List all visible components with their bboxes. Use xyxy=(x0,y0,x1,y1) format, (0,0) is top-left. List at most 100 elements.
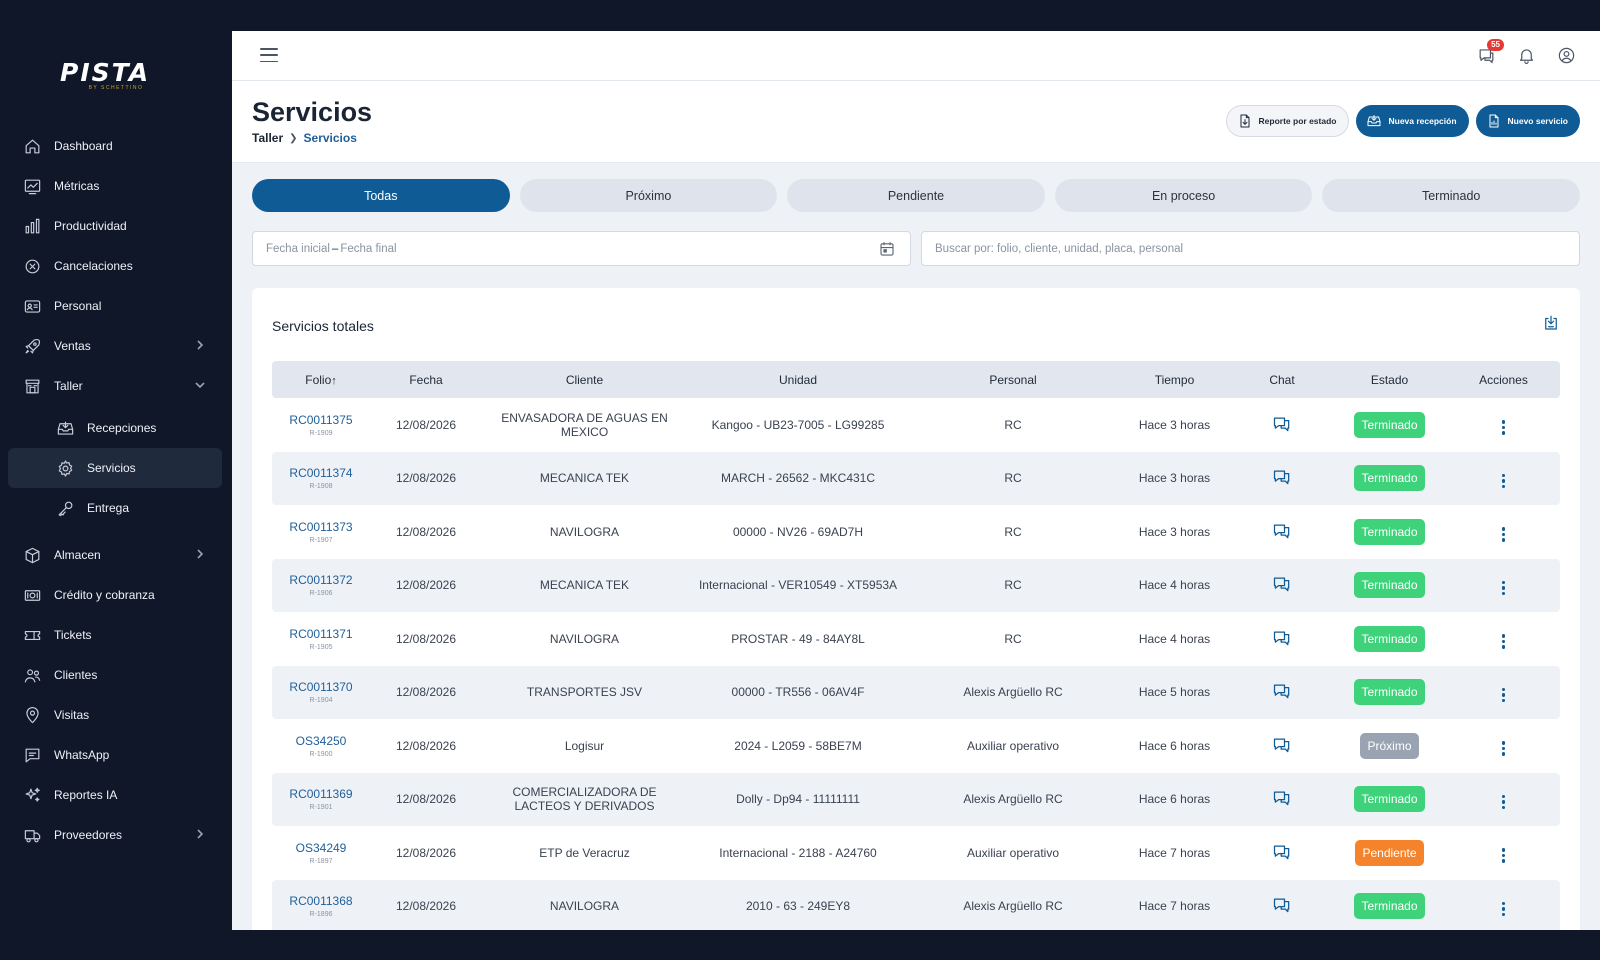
more-actions-icon[interactable] xyxy=(1496,472,1512,491)
column-header-label: Estado xyxy=(1370,372,1409,387)
sidebar-item-cancelaciones[interactable]: Cancelaciones xyxy=(8,246,222,286)
sidebar-item-productividad[interactable]: Productividad xyxy=(8,206,222,246)
chat-icon[interactable] xyxy=(1271,466,1293,488)
folio-cell: RC0011371 R-1905 xyxy=(272,627,370,651)
personal-cell: Alexis Argüello RC xyxy=(963,899,1063,914)
chat-icon[interactable] xyxy=(1271,841,1293,863)
download-icon[interactable] xyxy=(1542,314,1562,334)
sidebar-item-whatsapp[interactable]: WhatsApp xyxy=(8,735,222,775)
sidebar-nav: Dashboard Métricas Productividad Cancelacio… xyxy=(8,126,222,855)
folio-link[interactable]: RC0011372 xyxy=(289,573,353,588)
folio-link[interactable]: RC0011374 xyxy=(289,466,353,481)
more-actions-icon[interactable] xyxy=(1496,686,1512,705)
tab-terminado[interactable]: Terminado xyxy=(1322,179,1580,212)
folio-link[interactable]: OS34249 xyxy=(295,840,347,855)
status-badge: Terminado xyxy=(1354,465,1425,492)
column-header-folio[interactable]: Folio↑ xyxy=(272,373,370,387)
folio-link[interactable]: RC0011371 xyxy=(289,626,353,641)
chat-cell xyxy=(1232,734,1332,758)
folio-link[interactable]: RC0011375 xyxy=(289,412,353,427)
folio-link[interactable]: RC0011369 xyxy=(289,787,353,802)
unidad-cell: 00000 - TR556 - 06AV4F xyxy=(731,685,865,700)
status-cell: Pendiente xyxy=(1332,839,1447,866)
main-panel: 55 Servicios Taller ❯ Servicios Reporte … xyxy=(232,31,1600,930)
table-row: RC0011373 R-1907 12/08/2026 NAVILOGRA 00000 … xyxy=(272,505,1560,559)
sidebar-item-recepciones[interactable]: Recepciones xyxy=(8,408,222,448)
tab-en-proceso[interactable]: En proceso xyxy=(1054,179,1313,212)
chat-icon[interactable] xyxy=(1271,573,1293,595)
sidebar-item-metricas[interactable]: Métricas xyxy=(8,166,222,206)
user-circle-icon[interactable] xyxy=(1554,43,1578,67)
chat-icon[interactable] xyxy=(1271,894,1293,916)
inbox-download-icon xyxy=(1367,115,1381,127)
more-actions-icon[interactable] xyxy=(1496,632,1512,651)
breadcrumb-taller[interactable]: Taller xyxy=(252,131,284,145)
date-range-field[interactable]: Fecha inicial – Fecha final xyxy=(252,231,911,266)
sidebar-item-tickets[interactable]: Tickets xyxy=(8,615,222,655)
cliente-cell: ENVASADORA DE AGUAS EN MEXICO xyxy=(501,410,668,439)
sidebar-item-entrega[interactable]: Entrega xyxy=(8,488,222,528)
new-reception-button[interactable]: Nueva recepción xyxy=(1356,105,1469,137)
more-actions-icon[interactable] xyxy=(1496,793,1512,812)
more-actions-icon[interactable] xyxy=(1496,739,1512,758)
chat-icon[interactable] xyxy=(1271,627,1293,649)
tab-pendiente[interactable]: Pendiente xyxy=(787,179,1045,212)
folio-link[interactable]: RC0011373 xyxy=(289,519,353,534)
menu-toggle-icon[interactable] xyxy=(260,48,278,62)
chat-icon[interactable] xyxy=(1271,734,1293,756)
folio-reference: R-1904 xyxy=(309,697,333,705)
breadcrumb: Taller ❯ Servicios xyxy=(252,131,357,145)
sidebar-item-servicios[interactable]: Servicios xyxy=(8,448,222,488)
unidad-cell: 2024 - L2059 - 58BE7M xyxy=(734,738,862,753)
sidebar-item-dashboard[interactable]: Dashboard xyxy=(8,126,222,166)
sidebar-item-taller[interactable]: Taller xyxy=(8,366,222,406)
more-actions-icon[interactable] xyxy=(1496,418,1512,437)
sidebar-item-proveedores[interactable]: Proveedores xyxy=(8,815,222,855)
tiempo-cell: Hace 6 horas xyxy=(1138,738,1211,753)
sidebar-item-clientes[interactable]: Clientes xyxy=(8,655,222,695)
date-start-placeholder: Fecha inicial xyxy=(266,242,330,255)
key-icon xyxy=(55,498,75,518)
breadcrumb-servicios[interactable]: Servicios xyxy=(303,131,357,145)
more-actions-icon[interactable] xyxy=(1496,846,1512,865)
sort-ascending-icon[interactable]: ↑ xyxy=(331,374,337,387)
folio-link[interactable]: OS34250 xyxy=(295,733,347,748)
fecha-cell: 12/08/2026 xyxy=(395,899,457,914)
chat-icon[interactable] xyxy=(1271,680,1293,702)
chat-icon[interactable] xyxy=(1271,413,1293,435)
sidebar-item-personal[interactable]: Personal xyxy=(8,286,222,326)
home-icon xyxy=(22,136,42,156)
more-actions-icon[interactable] xyxy=(1496,900,1512,919)
tab-todas[interactable]: Todas xyxy=(252,179,510,212)
calendar-icon[interactable] xyxy=(878,240,896,258)
search-input[interactable] xyxy=(921,231,1580,266)
status-cell: Terminado xyxy=(1332,786,1447,813)
sidebar-item-almacen[interactable]: Almacen xyxy=(8,535,222,575)
chat-icon[interactable] xyxy=(1271,520,1293,542)
sidebar-item-ventas[interactable]: Ventas xyxy=(8,326,222,366)
bell-icon[interactable] xyxy=(1514,43,1538,67)
column-header-estado: Estado xyxy=(1332,373,1447,387)
sidebar-item-visitas[interactable]: Visitas xyxy=(8,695,222,735)
message-icon xyxy=(22,745,42,765)
sparkles-icon xyxy=(22,785,42,805)
report-by-status-button[interactable]: Reporte por estado xyxy=(1225,105,1350,137)
sidebar-item-credito-y-cobranza[interactable]: Crédito y cobranza xyxy=(8,575,222,615)
more-actions-icon[interactable] xyxy=(1496,525,1512,544)
folio-reference: R-1909 xyxy=(309,429,333,437)
chat-icon[interactable] xyxy=(1271,787,1293,809)
more-actions-icon[interactable] xyxy=(1496,579,1512,598)
column-header-label: Folio xyxy=(305,372,332,387)
sidebar-item-label: Productividad xyxy=(54,219,127,233)
folio-link[interactable]: RC0011368 xyxy=(289,894,353,909)
actions-cell xyxy=(1447,573,1560,597)
new-service-button[interactable]: Nuevo servicio xyxy=(1475,105,1580,137)
brand-logo[interactable]: PISTA BY SCHETTINO xyxy=(60,60,172,92)
tab-proximo[interactable]: Próximo xyxy=(519,179,778,212)
personal-cell: Alexis Argüello RC xyxy=(963,685,1063,700)
sidebar-item-reportes-ia[interactable]: Reportes IA xyxy=(8,775,222,815)
column-header-label: Tiempo xyxy=(1154,372,1195,387)
folio-link[interactable]: RC0011370 xyxy=(289,680,353,695)
chat-icon[interactable]: 55 xyxy=(1474,39,1504,67)
actions-cell xyxy=(1447,787,1560,811)
